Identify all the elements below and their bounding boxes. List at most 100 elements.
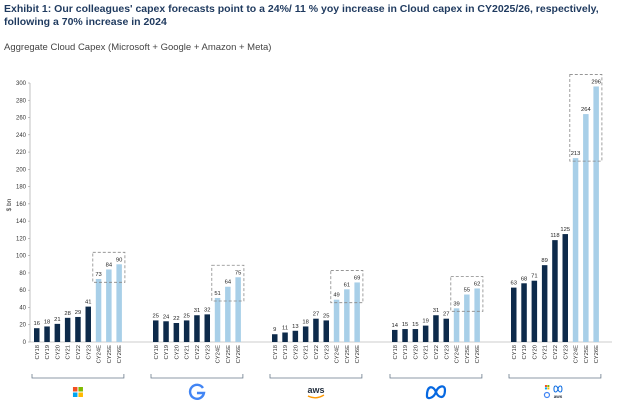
x-tick-label: CY19 (403, 345, 409, 360)
data-label: 11 (282, 326, 288, 332)
data-label: 16 (34, 321, 40, 327)
data-label: 61 (344, 282, 350, 288)
data-label: 51 (214, 291, 220, 297)
x-tick-label: CY21 (66, 345, 72, 360)
x-tick-label: CY24E (335, 345, 341, 364)
svg-text:aws: aws (554, 394, 563, 399)
data-label: 27 (313, 312, 319, 318)
x-tick-label: CY19 (45, 345, 51, 360)
bar-amazon-cy22 (313, 318, 319, 342)
bar-aggregate-cy22 (552, 240, 558, 342)
x-tick-label: CY19 (522, 345, 528, 360)
y-tick-label: 300 (16, 81, 27, 87)
y-tick-label: 60 (19, 288, 26, 294)
x-tick-label: CY21 (185, 345, 191, 360)
bar-meta-cy21 (422, 325, 429, 342)
bar-google-cy25e (225, 286, 231, 342)
x-tick-label: CY26E (475, 345, 481, 364)
bar-microsoft-cy26e (116, 264, 122, 342)
data-label: 13 (292, 324, 298, 330)
x-tick-label: CY25E (107, 345, 113, 364)
x-tick-label: CY22 (195, 345, 201, 360)
bar-meta-cy18 (392, 329, 398, 342)
meta-logo-icon (425, 385, 447, 400)
data-label: 296 (591, 79, 601, 85)
y-tick-label: 240 (16, 133, 27, 139)
x-tick-label: CY23 (86, 345, 92, 360)
x-tick-label: CY21 (424, 345, 430, 360)
data-label: 62 (474, 281, 480, 287)
x-tick-label: CY26E (355, 345, 361, 364)
bar-amazon-cy26e (354, 282, 360, 342)
x-tick-label: CY22 (553, 345, 559, 360)
data-label: 29 (75, 310, 81, 316)
x-tick-label: CY21 (543, 345, 549, 360)
bar-meta-cy24e (453, 308, 460, 342)
x-tick-label: CY20 (413, 345, 419, 360)
data-label: 25 (183, 313, 189, 319)
forecast-highlight-box (450, 276, 484, 312)
x-tick-label: CY22 (434, 345, 440, 360)
y-tick-label: 180 (16, 185, 27, 191)
x-tick-label: CY24E (455, 345, 461, 364)
x-tick-label: CY23 (205, 345, 211, 360)
bar-microsoft-cy21 (64, 317, 71, 342)
bar-google-cy18 (153, 320, 159, 342)
x-tick-label: CY23 (444, 345, 450, 360)
data-label: 84 (106, 262, 113, 268)
x-tick-label: CY18 (512, 345, 518, 360)
data-label: 89 (541, 258, 547, 264)
data-label: 64 (225, 280, 232, 286)
x-tick-label: CY25E (345, 345, 351, 364)
data-label: 22 (173, 316, 179, 322)
bar-meta-cy23 (443, 318, 449, 342)
data-label: 264 (581, 107, 591, 113)
bar-aggregate-cy24e (572, 158, 579, 342)
bar-meta-cy19 (402, 329, 408, 342)
x-tick-label: CY19 (164, 345, 170, 360)
bar-microsoft-cy18 (34, 328, 40, 342)
x-tick-label: CY25E (584, 345, 590, 364)
bar-amazon-cy19 (282, 332, 288, 342)
data-label: 19 (422, 319, 428, 325)
data-label: 73 (95, 272, 101, 278)
bar-microsoft-cy22 (75, 316, 81, 342)
data-label: 71 (531, 274, 537, 280)
group-bracket (269, 374, 363, 379)
data-label: 15 (412, 322, 418, 328)
group-bracket (508, 374, 602, 379)
data-label: 90 (116, 257, 122, 263)
chart-subtitle: Aggregate Cloud Capex (Microsoft + Googl… (4, 42, 272, 53)
bar-microsoft-cy19 (44, 326, 50, 342)
forecast-highlight-box (211, 264, 245, 302)
data-label: 21 (54, 317, 60, 323)
bar-google-cy20 (173, 323, 180, 342)
x-tick-label: CY23 (563, 345, 569, 360)
x-tick-label: CY18 (273, 345, 279, 360)
y-tick-label: 0 (23, 340, 27, 346)
data-label: 14 (392, 323, 399, 329)
data-label: 27 (443, 312, 449, 318)
chart-title: Exhibit 1: Our colleagues' capex forecas… (4, 3, 599, 28)
bar-microsoft-cy25e (106, 269, 112, 342)
google-logo-icon (188, 383, 206, 400)
bar-google-cy19 (163, 321, 169, 342)
bar-amazon-cy25e (344, 289, 350, 342)
x-tick-label: CY23 (324, 345, 330, 360)
forecast-highlight-box (330, 270, 364, 304)
group-bracket (389, 374, 483, 379)
data-label: 63 (511, 281, 517, 287)
data-label: 39 (453, 301, 459, 307)
y-tick-label: 140 (16, 219, 27, 225)
data-label: 31 (194, 308, 200, 314)
bar-google-cy22 (194, 315, 200, 342)
bar-google-cy26e (235, 277, 241, 342)
group-bracket (150, 374, 244, 379)
bar-meta-cy20 (412, 329, 419, 342)
bar-google-cy21 (183, 320, 190, 342)
x-tick-label: CY20 (174, 345, 180, 360)
bar-amazon-cy20 (292, 330, 299, 342)
bar-amazon-cy24e (333, 299, 340, 342)
bar-aggregate-cy25e (583, 114, 589, 342)
